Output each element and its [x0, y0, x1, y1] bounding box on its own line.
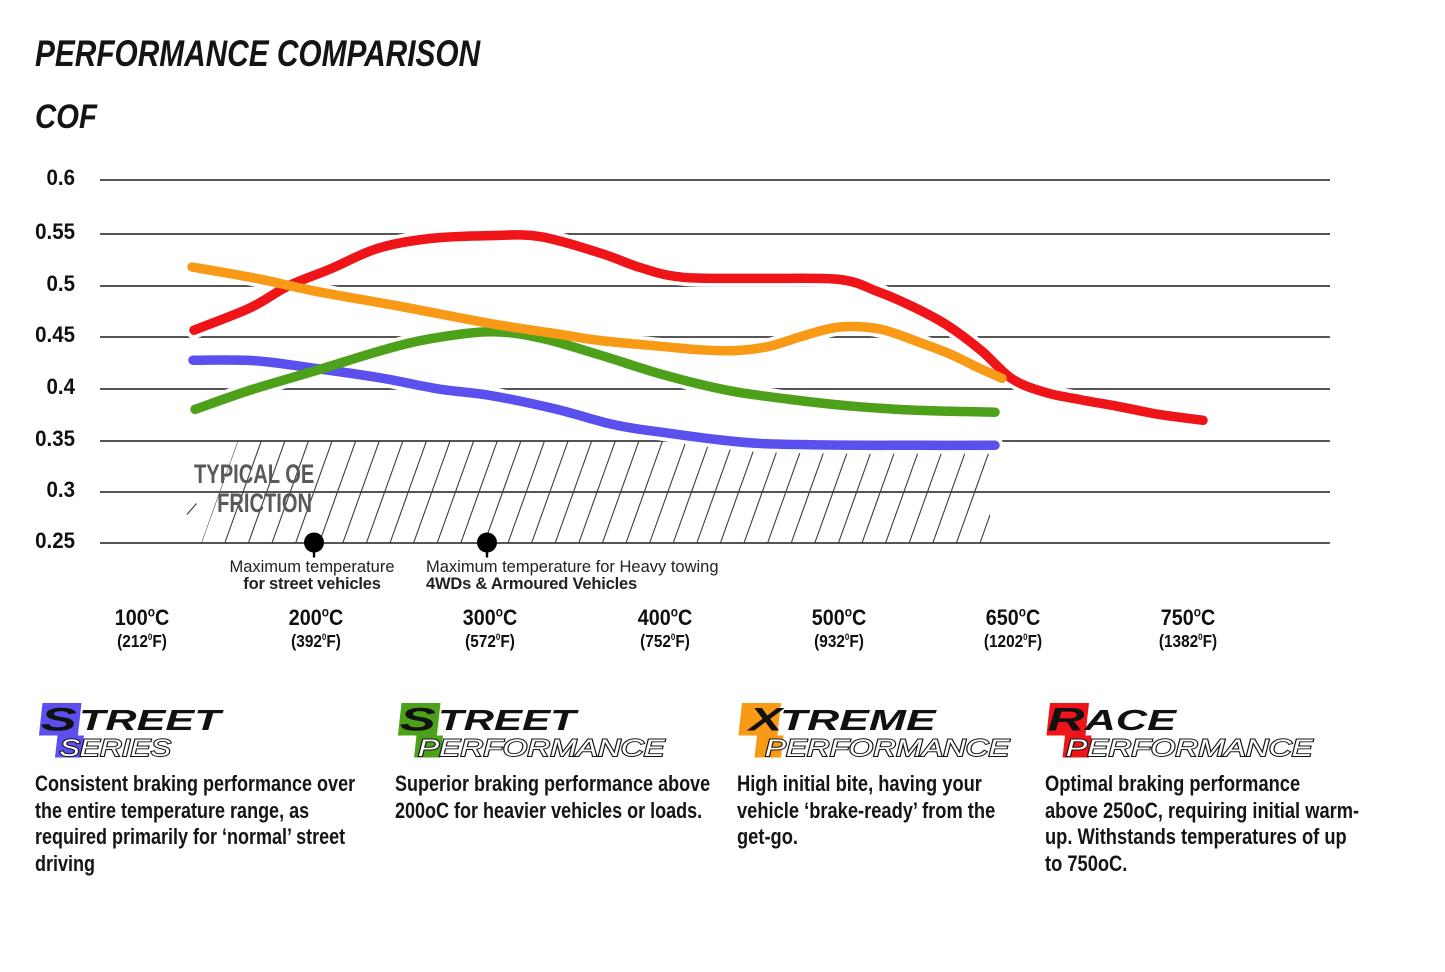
svg-text:S: S [400, 702, 437, 737]
svg-text:PERFORMANCE: PERFORMANCE [1066, 734, 1314, 760]
svg-text:R: R [1048, 702, 1085, 738]
svg-text:PERFORMANCE: PERFORMANCE [418, 734, 666, 760]
svg-text:TREME: TREME [780, 704, 937, 736]
svg-text:TREET: TREET [79, 704, 225, 736]
svg-text:SERIES: SERIES [60, 734, 171, 761]
svg-text:X: X [747, 701, 786, 737]
svg-text:TREET: TREET [438, 704, 579, 737]
svg-text:ACE: ACE [1083, 704, 1177, 736]
svg-text:PERFORMANCE: PERFORMANCE [765, 734, 1010, 761]
svg-text:S: S [41, 702, 78, 737]
